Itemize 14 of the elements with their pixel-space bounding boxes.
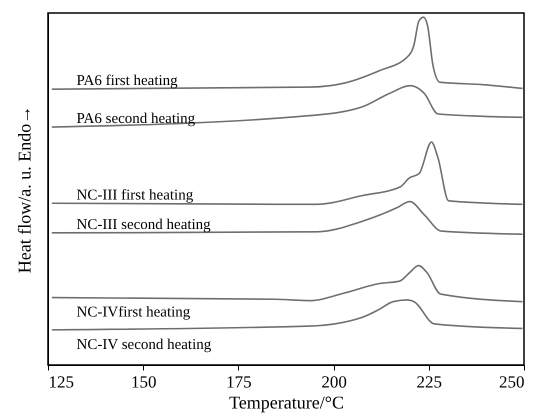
x-tick-label: 175 <box>226 372 252 392</box>
series-label: NC-III second heating <box>76 216 212 233</box>
series-label: PA6 second heating <box>76 111 196 128</box>
x-tick-label: 200 <box>321 372 347 392</box>
series-label: NC-IV second heating <box>76 336 212 353</box>
series-label: NC-IVfirst heating <box>76 304 191 321</box>
x-tick-label: 125 <box>48 372 74 392</box>
x-axis-title: Temperature/°C <box>229 392 344 412</box>
x-tick-label: 225 <box>416 372 442 392</box>
x-tick-label: 150 <box>130 372 156 392</box>
series-label: PA6 first heating <box>76 73 178 90</box>
y-axis-title: Heat flow/a. u. Endo→ <box>14 106 34 274</box>
series-label: NC-III first heating <box>76 187 194 204</box>
x-tick-label: 250 <box>499 372 524 392</box>
